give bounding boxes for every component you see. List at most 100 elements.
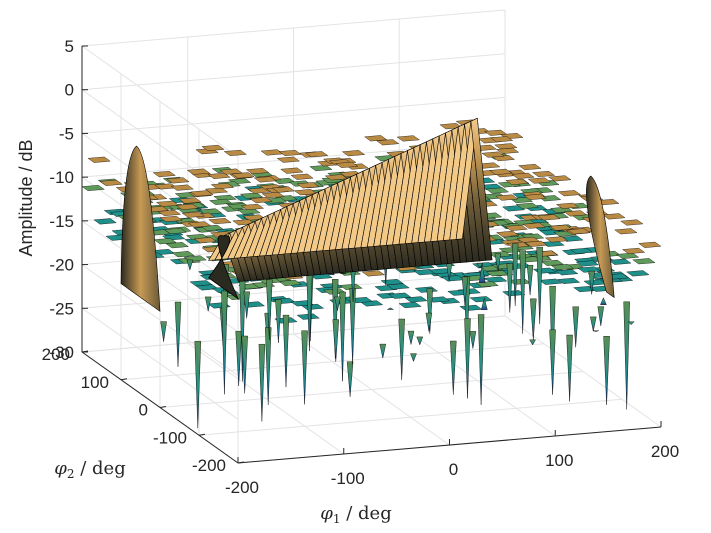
surface-null	[264, 327, 272, 406]
surface-patch	[518, 163, 542, 171]
surface-null	[379, 343, 387, 359]
z-axis-ticks: 5 0 -5 -10 -15 -20 -25 -30	[49, 37, 88, 362]
z-tick-label: -20	[49, 256, 74, 275]
surface-patch	[159, 215, 183, 223]
surface-null	[461, 276, 469, 306]
surface-patch	[504, 224, 529, 231]
surface-patch	[527, 177, 552, 184]
surface-null	[334, 296, 341, 311]
surface-patch	[271, 186, 296, 193]
z-tick-label: -25	[49, 299, 74, 318]
surface-patch	[165, 242, 189, 249]
surface-patch	[245, 168, 270, 175]
surface-null	[346, 361, 354, 397]
surface-null	[549, 329, 556, 395]
surface-patch	[261, 191, 285, 199]
x-tick-label: -100	[331, 469, 365, 488]
z-axis-title: Amplitude / dB	[16, 139, 36, 256]
surface-null	[590, 316, 597, 332]
surface-null	[235, 331, 242, 387]
y-tick-label: 0	[139, 401, 148, 420]
surface-patch	[361, 270, 386, 277]
surface-patch	[208, 218, 232, 225]
surface-patch	[375, 139, 400, 146]
surface-patch	[398, 301, 422, 309]
surface-null	[186, 259, 194, 271]
z-tick-label: 5	[65, 37, 74, 56]
surface-patch	[249, 197, 273, 204]
y-tick-mark	[159, 406, 167, 408]
surface-patch	[154, 183, 178, 190]
surface-null	[398, 318, 405, 381]
surface-patch	[190, 190, 214, 197]
surface-patch	[253, 176, 278, 183]
y-tick-mark	[237, 461, 245, 464]
surface-patch	[547, 175, 572, 182]
z-tick-label: -10	[49, 168, 74, 187]
surface-patch	[485, 187, 510, 194]
surface-patch	[537, 214, 561, 221]
y-tick-label: 200	[42, 345, 70, 364]
surface-patch	[278, 149, 302, 157]
surface-patch	[404, 296, 428, 303]
surface-patch	[613, 228, 638, 235]
surface-patch	[223, 149, 248, 157]
surface-patch	[522, 222, 547, 229]
y-tick-mark	[198, 433, 206, 436]
surface-null	[627, 321, 635, 325]
surface-patch	[152, 170, 176, 178]
surface-patch	[213, 194, 237, 201]
surface-patch	[459, 304, 483, 311]
surface-patch	[93, 218, 117, 225]
grid-line-x-floor	[187, 342, 345, 455]
surface-patch	[557, 190, 582, 197]
surface-patch	[495, 194, 519, 201]
z-tick-label: -5	[59, 124, 74, 143]
surface-patch	[170, 184, 194, 191]
surface-null	[592, 330, 599, 332]
surface-patch	[505, 178, 529, 185]
surface-ridge-cap	[208, 235, 240, 301]
y-tick-label: -200	[192, 456, 226, 475]
surface-null	[339, 291, 346, 382]
surface-null	[526, 265, 534, 296]
surface-patch	[523, 193, 547, 201]
x-axis-title-symbol: φ	[320, 503, 333, 524]
surface-patch	[240, 203, 265, 211]
x-axis-title: φ1 / deg	[320, 503, 391, 526]
y-axis-title-subscript: 2	[67, 467, 75, 481]
surface-patch	[555, 202, 580, 209]
surface-patch	[412, 269, 437, 276]
surface-patch	[583, 279, 607, 286]
y-tick-mark	[120, 378, 128, 381]
surface-patch	[341, 150, 366, 157]
surface-patch	[198, 208, 223, 215]
surface-null	[469, 331, 477, 349]
surface-patch	[186, 168, 211, 175]
surface-null	[603, 336, 610, 405]
surface-patch	[621, 247, 646, 254]
surface-patch	[309, 164, 333, 172]
x-tick-label: 0	[449, 460, 458, 479]
surface-patch	[631, 258, 656, 265]
surface-null	[464, 318, 471, 399]
surface-null	[204, 296, 212, 312]
surface-null	[588, 270, 595, 295]
surface-null	[426, 288, 434, 334]
surface-patch	[181, 211, 206, 218]
surface-null	[481, 297, 488, 310]
surface-null	[506, 263, 514, 313]
surface-end-lobe	[586, 175, 615, 299]
surface-null	[530, 298, 537, 341]
surface-patch	[556, 277, 581, 284]
surface-patch	[81, 184, 106, 192]
surface-patch	[544, 236, 569, 243]
surface-null	[450, 340, 457, 395]
surface-patch	[334, 161, 359, 168]
z-tick-label: -30	[49, 343, 74, 362]
surface-null	[410, 353, 417, 362]
surface-plot	[81, 117, 662, 429]
y-tick-mark	[81, 350, 89, 353]
surface-null	[221, 290, 228, 395]
surface-patch	[155, 200, 180, 207]
